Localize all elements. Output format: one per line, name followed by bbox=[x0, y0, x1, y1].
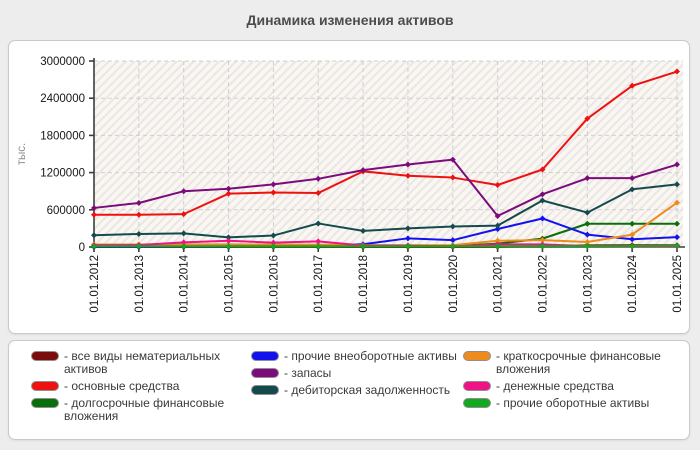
legend-item-label: - денежные средства bbox=[496, 379, 614, 393]
legend-item-label: - дебиторская задолженность bbox=[284, 383, 451, 397]
y-tick-label: 600000 bbox=[47, 205, 85, 217]
x-tick-label: 01.01.2022 bbox=[537, 255, 549, 313]
x-tick-label: 01.01.2012 bbox=[89, 255, 101, 313]
x-tick-label: 01.01.2015 bbox=[224, 255, 236, 313]
x-tick-labels: 01.01.2012 01.01.2013 01.01.2014 01.01.2015… bbox=[89, 254, 684, 312]
legend-item-label: - долгосрочные финансовые вложения bbox=[64, 396, 225, 423]
page-title: Динамика изменения активов bbox=[246, 12, 454, 28]
y-tick-label: 1200000 bbox=[40, 168, 85, 180]
series-markers bbox=[91, 181, 680, 241]
x-tick-label: 01.01.2021 bbox=[493, 255, 505, 313]
series-line bbox=[93, 70, 678, 216]
legend-swatch bbox=[463, 398, 491, 408]
legend-swatch bbox=[251, 351, 279, 361]
legend-item-label: - основные средства bbox=[64, 379, 180, 393]
x-tick-label: 01.01.2016 bbox=[268, 255, 280, 313]
legend-item: - долгосрочные финансовые вложения bbox=[31, 397, 251, 423]
x-tick-label: 01.01.2018 bbox=[358, 255, 370, 313]
y-tick-label: 2400000 bbox=[40, 93, 85, 105]
series-markers bbox=[91, 68, 680, 218]
series-line bbox=[93, 158, 678, 217]
legend-columns: - все виды нематериальных активов - основ… bbox=[31, 350, 683, 423]
series-5 bbox=[91, 181, 680, 241]
legend-swatch bbox=[251, 385, 279, 395]
legend-swatch bbox=[31, 381, 59, 391]
legend-item: - запасы bbox=[251, 367, 463, 380]
legend-swatch bbox=[31, 398, 59, 408]
x-tick-label: 01.01.2023 bbox=[582, 255, 594, 313]
series-markers bbox=[91, 156, 680, 219]
series-8 bbox=[91, 242, 680, 250]
legend-item: - дебиторская задолженность bbox=[251, 384, 463, 397]
plot-background bbox=[94, 61, 683, 247]
legend-item: - прочие внеоборотные активы bbox=[251, 350, 463, 363]
x-tick-label: 01.01.2017 bbox=[313, 255, 325, 313]
legend-column-2: - краткосрочные финансовые вложения - ден… bbox=[463, 350, 677, 423]
legend-item-label: - прочие оборотные активы bbox=[496, 396, 650, 410]
legend-item: - основные средства bbox=[31, 380, 251, 393]
x-tick-label: 01.01.2020 bbox=[448, 255, 460, 313]
legend-swatch bbox=[463, 381, 491, 391]
x-tick-label: 01.01.2013 bbox=[134, 255, 146, 313]
x-tick-label: 01.01.2014 bbox=[179, 254, 191, 312]
y-axis-title: тыс. bbox=[16, 143, 28, 165]
legend-item: - все виды нематериальных активов bbox=[31, 350, 251, 376]
legend-item-label: - запасы bbox=[284, 366, 332, 380]
legend-item-label: - все виды нематериальных активов bbox=[64, 349, 221, 376]
legend-item-label: - прочие внеоборотные активы bbox=[284, 349, 457, 363]
legend-item: - денежные средства bbox=[463, 380, 677, 393]
x-tick-label: 01.01.2024 bbox=[627, 254, 639, 312]
legend-column-0: - все виды нематериальных активов - основ… bbox=[31, 350, 251, 423]
y-tick-label: 3000000 bbox=[40, 56, 85, 68]
series-4 bbox=[91, 156, 680, 219]
legend-column-1: - прочие внеоборотные активы - запасы - де… bbox=[251, 350, 463, 423]
y-tick-labels: 0 600000 1200000 1800000 2400000 3000000 bbox=[40, 56, 85, 254]
series-markers bbox=[91, 242, 680, 250]
line-chart: 0 600000 1200000 1800000 2400000 3000000 тыс. 0… bbox=[16, 56, 685, 313]
y-tick-label: 0 bbox=[79, 242, 85, 254]
y-tick-label: 1800000 bbox=[40, 130, 85, 142]
legend-item-label: - краткосрочные финансовые вложения bbox=[496, 349, 661, 376]
x-tick-label: 01.01.2025 bbox=[672, 255, 684, 313]
chart-card: 0 600000 1200000 1800000 2400000 3000000 тыс. 0… bbox=[8, 40, 690, 334]
series-1 bbox=[91, 68, 680, 218]
legend-swatch bbox=[463, 351, 491, 361]
x-tick-label: 01.01.2019 bbox=[403, 255, 415, 313]
legend-swatch bbox=[31, 351, 59, 361]
legend-item: - прочие оборотные активы bbox=[463, 397, 677, 410]
legend-item: - краткосрочные финансовые вложения bbox=[463, 350, 677, 376]
series-line bbox=[93, 183, 678, 239]
legend-swatch bbox=[251, 368, 279, 378]
chart-legend: - все виды нематериальных активов - основ… bbox=[8, 340, 690, 440]
